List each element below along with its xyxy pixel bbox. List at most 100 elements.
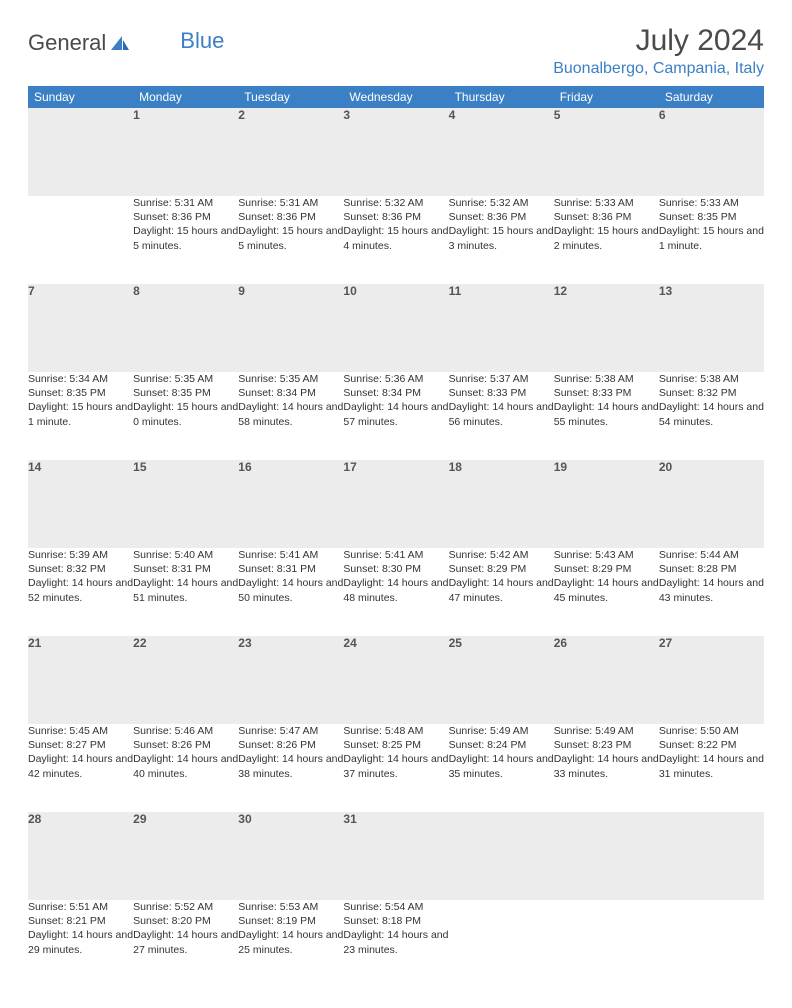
day-text: Sunrise: 5:53 AMSunset: 8:19 PMDaylight:… xyxy=(238,900,343,957)
daylight-line: Daylight: 14 hours and 54 minutes. xyxy=(659,400,764,428)
day-text: Sunrise: 5:34 AMSunset: 8:35 PMDaylight:… xyxy=(28,372,133,429)
day-header: Monday xyxy=(133,86,238,108)
daylight-line: Daylight: 14 hours and 50 minutes. xyxy=(238,576,343,604)
calendar-table: SundayMondayTuesdayWednesdayThursdayFrid… xyxy=(28,86,764,988)
sunset-line: Sunset: 8:26 PM xyxy=(238,738,343,752)
day-number-cell: 29 xyxy=(133,812,238,900)
day-header: Friday xyxy=(554,86,659,108)
location: Buonalbergo, Campania, Italy xyxy=(553,60,764,78)
sunset-line: Sunset: 8:34 PM xyxy=(238,386,343,400)
sunrise-line: Sunrise: 5:39 AM xyxy=(28,548,133,562)
sunrise-line: Sunrise: 5:41 AM xyxy=(238,548,343,562)
day-text: Sunrise: 5:33 AMSunset: 8:35 PMDaylight:… xyxy=(659,196,764,253)
logo-sail-icon xyxy=(110,34,130,52)
sunrise-line: Sunrise: 5:47 AM xyxy=(238,724,343,738)
sunset-line: Sunset: 8:36 PM xyxy=(133,210,238,224)
day-number-cell: 7 xyxy=(28,284,133,372)
day-text: Sunrise: 5:46 AMSunset: 8:26 PMDaylight:… xyxy=(133,724,238,781)
day-text: Sunrise: 5:52 AMSunset: 8:20 PMDaylight:… xyxy=(133,900,238,957)
day-text: Sunrise: 5:41 AMSunset: 8:31 PMDaylight:… xyxy=(238,548,343,605)
day-text: Sunrise: 5:31 AMSunset: 8:36 PMDaylight:… xyxy=(133,196,238,253)
sunset-line: Sunset: 8:24 PM xyxy=(449,738,554,752)
day-number-cell: 26 xyxy=(554,636,659,724)
day-content-cell: Sunrise: 5:41 AMSunset: 8:31 PMDaylight:… xyxy=(238,548,343,636)
sunrise-line: Sunrise: 5:52 AM xyxy=(133,900,238,914)
sunset-line: Sunset: 8:19 PM xyxy=(238,914,343,928)
day-number-cell: 8 xyxy=(133,284,238,372)
day-number-cell: 30 xyxy=(238,812,343,900)
sunrise-line: Sunrise: 5:36 AM xyxy=(343,372,448,386)
day-content-cell: Sunrise: 5:37 AMSunset: 8:33 PMDaylight:… xyxy=(449,372,554,460)
daylight-line: Daylight: 15 hours and 1 minute. xyxy=(28,400,133,428)
sunrise-line: Sunrise: 5:41 AM xyxy=(343,548,448,562)
day-content-row: Sunrise: 5:45 AMSunset: 8:27 PMDaylight:… xyxy=(28,724,764,812)
day-content-cell: Sunrise: 5:38 AMSunset: 8:32 PMDaylight:… xyxy=(659,372,764,460)
sunset-line: Sunset: 8:36 PM xyxy=(554,210,659,224)
day-content-cell: Sunrise: 5:32 AMSunset: 8:36 PMDaylight:… xyxy=(449,196,554,284)
sunset-line: Sunset: 8:27 PM xyxy=(28,738,133,752)
day-text: Sunrise: 5:41 AMSunset: 8:30 PMDaylight:… xyxy=(343,548,448,605)
daylight-line: Daylight: 14 hours and 42 minutes. xyxy=(28,752,133,780)
daylight-line: Daylight: 15 hours and 4 minutes. xyxy=(343,224,448,252)
day-content-cell: Sunrise: 5:40 AMSunset: 8:31 PMDaylight:… xyxy=(133,548,238,636)
day-number-cell: 13 xyxy=(659,284,764,372)
sunrise-line: Sunrise: 5:54 AM xyxy=(343,900,448,914)
day-number-cell: 16 xyxy=(238,460,343,548)
day-content-cell: Sunrise: 5:31 AMSunset: 8:36 PMDaylight:… xyxy=(238,196,343,284)
day-content-cell: Sunrise: 5:35 AMSunset: 8:34 PMDaylight:… xyxy=(238,372,343,460)
day-text: Sunrise: 5:38 AMSunset: 8:32 PMDaylight:… xyxy=(659,372,764,429)
day-number-cell xyxy=(449,812,554,900)
day-number-cell: 6 xyxy=(659,108,764,196)
day-text: Sunrise: 5:31 AMSunset: 8:36 PMDaylight:… xyxy=(238,196,343,253)
day-content-cell xyxy=(659,900,764,988)
sunrise-line: Sunrise: 5:33 AM xyxy=(659,196,764,210)
day-text: Sunrise: 5:49 AMSunset: 8:24 PMDaylight:… xyxy=(449,724,554,781)
day-number-row: 21222324252627 xyxy=(28,636,764,724)
daylight-line: Daylight: 15 hours and 2 minutes. xyxy=(554,224,659,252)
daylight-line: Daylight: 15 hours and 0 minutes. xyxy=(133,400,238,428)
daylight-line: Daylight: 15 hours and 5 minutes. xyxy=(238,224,343,252)
daylight-line: Daylight: 15 hours and 5 minutes. xyxy=(133,224,238,252)
day-number-cell: 14 xyxy=(28,460,133,548)
sunset-line: Sunset: 8:26 PM xyxy=(133,738,238,752)
day-content-cell: Sunrise: 5:49 AMSunset: 8:23 PMDaylight:… xyxy=(554,724,659,812)
day-number-cell: 19 xyxy=(554,460,659,548)
day-number-cell: 17 xyxy=(343,460,448,548)
day-number-cell xyxy=(28,108,133,196)
sunset-line: Sunset: 8:22 PM xyxy=(659,738,764,752)
day-text: Sunrise: 5:49 AMSunset: 8:23 PMDaylight:… xyxy=(554,724,659,781)
day-number-row: 28293031 xyxy=(28,812,764,900)
day-number-cell: 27 xyxy=(659,636,764,724)
sunrise-line: Sunrise: 5:48 AM xyxy=(343,724,448,738)
sunset-line: Sunset: 8:20 PM xyxy=(133,914,238,928)
sunrise-line: Sunrise: 5:42 AM xyxy=(449,548,554,562)
sunrise-line: Sunrise: 5:35 AM xyxy=(238,372,343,386)
day-text: Sunrise: 5:37 AMSunset: 8:33 PMDaylight:… xyxy=(449,372,554,429)
day-number-row: 14151617181920 xyxy=(28,460,764,548)
day-number-cell: 31 xyxy=(343,812,448,900)
daylight-line: Daylight: 14 hours and 52 minutes. xyxy=(28,576,133,604)
header: General Blue July 2024 Buonalbergo, Camp… xyxy=(28,24,764,78)
sunrise-line: Sunrise: 5:49 AM xyxy=(449,724,554,738)
sunset-line: Sunset: 8:31 PM xyxy=(133,562,238,576)
day-content-cell: Sunrise: 5:38 AMSunset: 8:33 PMDaylight:… xyxy=(554,372,659,460)
day-text: Sunrise: 5:45 AMSunset: 8:27 PMDaylight:… xyxy=(28,724,133,781)
day-number-cell: 12 xyxy=(554,284,659,372)
day-text: Sunrise: 5:35 AMSunset: 8:35 PMDaylight:… xyxy=(133,372,238,429)
daylight-line: Daylight: 14 hours and 56 minutes. xyxy=(449,400,554,428)
day-number-cell: 2 xyxy=(238,108,343,196)
sunrise-line: Sunrise: 5:37 AM xyxy=(449,372,554,386)
daylight-line: Daylight: 15 hours and 3 minutes. xyxy=(449,224,554,252)
day-content-cell: Sunrise: 5:44 AMSunset: 8:28 PMDaylight:… xyxy=(659,548,764,636)
sunset-line: Sunset: 8:36 PM xyxy=(449,210,554,224)
daylight-line: Daylight: 14 hours and 37 minutes. xyxy=(343,752,448,780)
day-text: Sunrise: 5:35 AMSunset: 8:34 PMDaylight:… xyxy=(238,372,343,429)
sunset-line: Sunset: 8:36 PM xyxy=(238,210,343,224)
day-content-cell: Sunrise: 5:45 AMSunset: 8:27 PMDaylight:… xyxy=(28,724,133,812)
day-text: Sunrise: 5:40 AMSunset: 8:31 PMDaylight:… xyxy=(133,548,238,605)
sunset-line: Sunset: 8:25 PM xyxy=(343,738,448,752)
day-content-row: Sunrise: 5:31 AMSunset: 8:36 PMDaylight:… xyxy=(28,196,764,284)
sunset-line: Sunset: 8:36 PM xyxy=(343,210,448,224)
sunrise-line: Sunrise: 5:34 AM xyxy=(28,372,133,386)
sunset-line: Sunset: 8:29 PM xyxy=(449,562,554,576)
